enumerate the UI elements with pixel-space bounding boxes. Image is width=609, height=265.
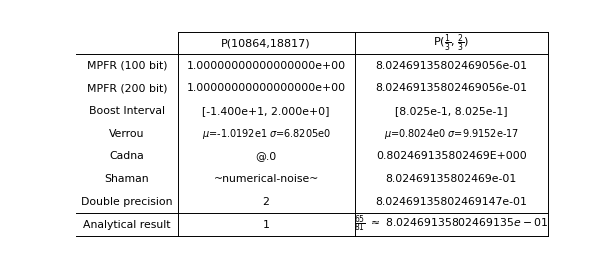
Text: 0.802469135802469E+000: 0.802469135802469E+000 [376,152,527,161]
Text: Analytical result: Analytical result [83,219,171,229]
Text: $\mu$=0.8024e0 $\sigma$=9.9152e-17: $\mu$=0.8024e0 $\sigma$=9.9152e-17 [384,127,519,141]
Text: [8.025e-1, 8.025e-1]: [8.025e-1, 8.025e-1] [395,106,508,116]
Text: P($\frac{1}{3}$, $\frac{2}{3}$): P($\frac{1}{3}$, $\frac{2}{3}$) [433,32,470,54]
Text: Double precision: Double precision [81,197,172,207]
Text: MPFR (100 bit): MPFR (100 bit) [86,61,167,71]
Text: Shaman: Shaman [105,174,149,184]
Text: 8.02469135802469147e-01: 8.02469135802469147e-01 [375,197,527,207]
Text: 8.02469135802469056e-01: 8.02469135802469056e-01 [375,83,527,94]
Text: @.0: @.0 [255,152,276,161]
Text: 2: 2 [262,197,270,207]
Text: 8.02469135802469056e-01: 8.02469135802469056e-01 [375,61,527,71]
Text: 1: 1 [262,219,270,229]
Text: 1.00000000000000000e+00: 1.00000000000000000e+00 [186,61,346,71]
Text: Cadna: Cadna [110,152,144,161]
Text: P(10864,18817): P(10864,18817) [221,38,311,48]
Text: [-1.400e+1, 2.000e+0]: [-1.400e+1, 2.000e+0] [202,106,330,116]
Text: Boost Interval: Boost Interval [89,106,165,116]
Text: $\frac{65}{81}$ $\approx$ 8.02469135802469135$e-$01: $\frac{65}{81}$ $\approx$ 8.024691358024… [354,214,549,235]
Text: Verrou: Verrou [109,129,144,139]
Text: ~numerical-noise~: ~numerical-noise~ [213,174,319,184]
Text: 8.02469135802469e-01: 8.02469135802469e-01 [385,174,517,184]
Text: MPFR (200 bit): MPFR (200 bit) [86,83,167,94]
Text: 1.00000000000000000e+00: 1.00000000000000000e+00 [186,83,346,94]
Text: $\mu$=-1.0192e1 $\sigma$=6.8205e0: $\mu$=-1.0192e1 $\sigma$=6.8205e0 [202,127,331,141]
